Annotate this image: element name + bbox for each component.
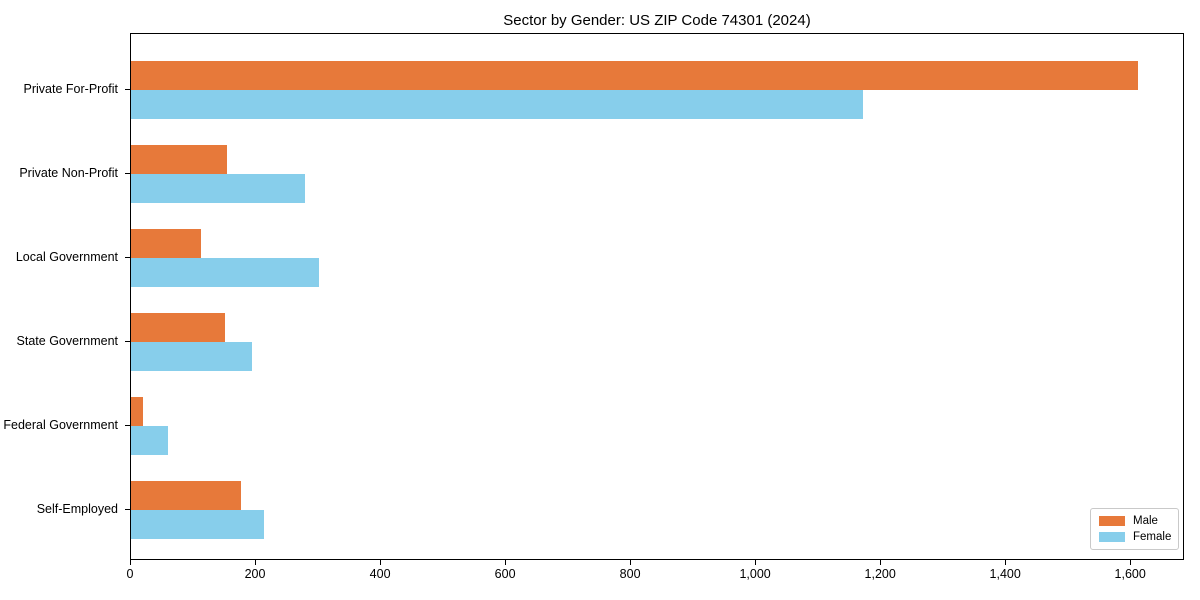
y-tick-mark: [125, 89, 130, 90]
legend-item-male: Male: [1099, 515, 1170, 527]
y-tick-mark: [125, 173, 130, 174]
y-tick-label-local-government: Local Government: [15, 250, 118, 264]
x-tick-mark: [130, 560, 131, 565]
bar-female-private-for-profit: [131, 90, 863, 119]
bar-male-local-government: [131, 229, 201, 258]
y-tick-mark: [125, 257, 130, 258]
legend-swatch-male: [1099, 516, 1125, 526]
y-tick-mark: [125, 341, 130, 342]
x-tick-label-200: 200: [244, 567, 266, 581]
x-tick-mark: [380, 560, 382, 565]
y-tick-label-state-government: State Government: [16, 334, 118, 348]
plot-area: [130, 33, 1184, 560]
bar-male-federal-government: [131, 397, 143, 426]
x-tick-mark: [1130, 560, 1132, 565]
y-tick-label-private-for-profit: Private For-Profit: [23, 82, 118, 96]
chart-title: Sector by Gender: US ZIP Code 74301 (202…: [503, 12, 811, 29]
bar-female-private-non-profit: [131, 174, 305, 203]
x-tick-mark: [505, 560, 507, 565]
x-tick-mark: [255, 560, 256, 565]
x-tick-label-800: 800: [619, 567, 641, 581]
legend-label-male: Male: [1133, 515, 1158, 527]
y-tick-label-private-non-profit: Private Non-Profit: [19, 166, 118, 180]
x-tick-label-1-400: 1,400: [989, 567, 1021, 581]
bar-male-private-for-profit: [131, 61, 1138, 90]
x-tick-label-1-200: 1,200: [864, 567, 896, 581]
bar-male-private-non-profit: [131, 145, 228, 174]
bar-female-federal-government: [131, 426, 168, 455]
bar-female-state-government: [131, 342, 253, 371]
legend: Male Female: [1090, 508, 1179, 550]
bar-male-state-government: [131, 313, 225, 342]
y-tick-label-federal-government: Federal Government: [3, 418, 118, 432]
legend-swatch-female: [1099, 532, 1125, 542]
x-tick-mark: [880, 560, 882, 565]
x-tick-label-600: 600: [494, 567, 516, 581]
legend-item-female: Female: [1099, 531, 1172, 543]
y-tick-mark: [125, 425, 130, 426]
y-tick-label-self-employed: Self-Employed: [36, 502, 118, 516]
bar-female-self-employed: [131, 510, 265, 539]
y-tick-mark: [125, 509, 130, 510]
bar-male-self-employed: [131, 481, 241, 510]
x-tick-label-0: 0: [126, 567, 134, 581]
x-tick-mark: [755, 560, 757, 565]
x-tick-label-400: 400: [369, 567, 391, 581]
x-tick-mark: [1005, 560, 1007, 565]
x-tick-label-1-000: 1,000: [739, 567, 771, 581]
legend-label-female: Female: [1133, 531, 1172, 543]
bar-female-local-government: [131, 258, 320, 287]
x-tick-mark: [630, 560, 632, 565]
x-tick-label-1-600: 1,600: [1114, 567, 1146, 581]
